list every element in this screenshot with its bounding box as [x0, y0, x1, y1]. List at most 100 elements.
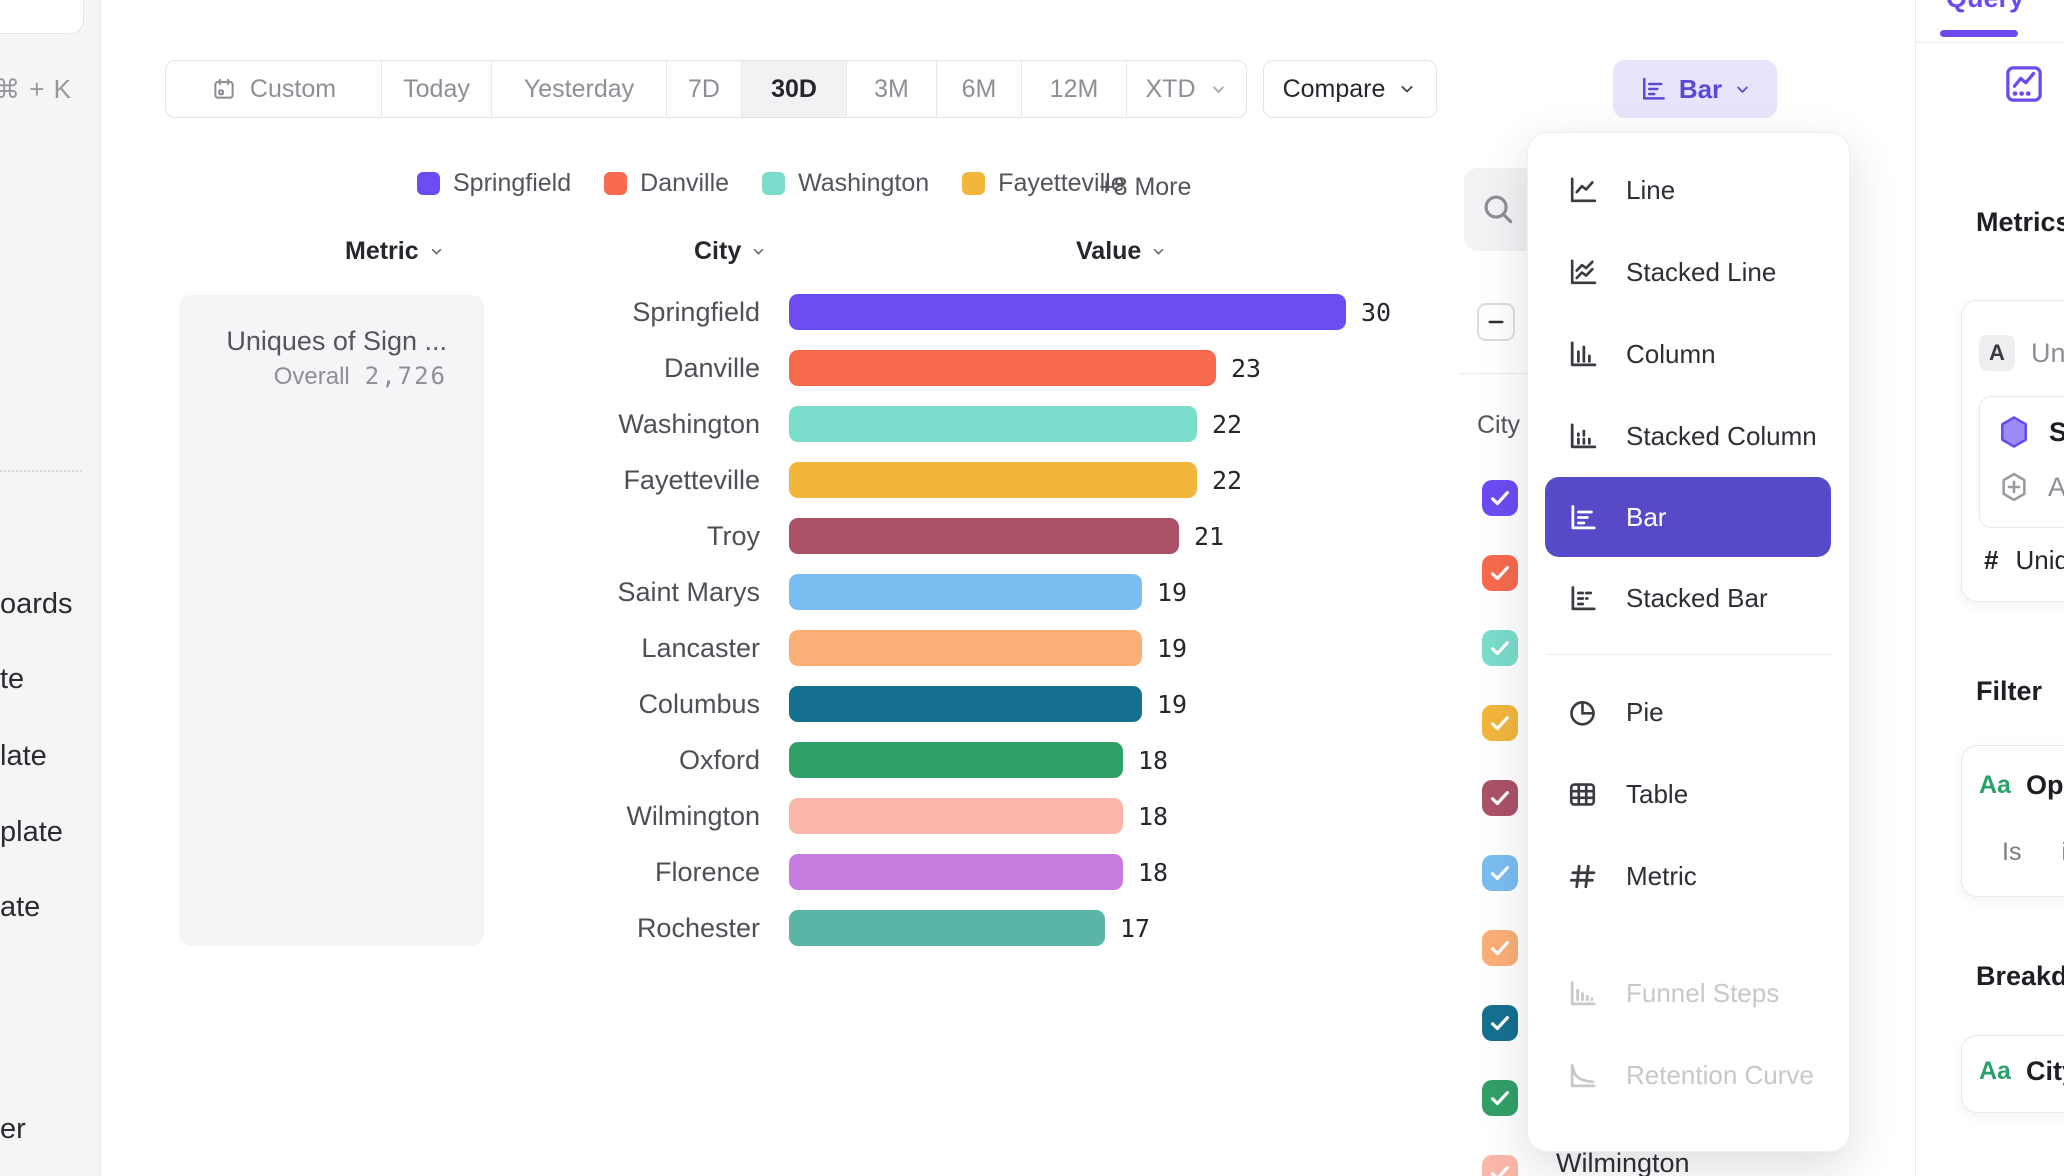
sidebar-item[interactable]: ate — [0, 891, 41, 923]
metric-panel[interactable]: Uniques of Sign ... Overall 2,726 — [179, 295, 484, 946]
series-row-label[interactable]: Wilmington — [1556, 1148, 1690, 1176]
menu-item-metric[interactable]: Metric — [1528, 835, 1849, 917]
add-row[interactable]: Ad — [1996, 469, 2064, 505]
legend-item-fayetteville[interactable]: Fayetteville — [962, 169, 1125, 198]
menu-item-table[interactable]: Table — [1528, 753, 1849, 835]
chart-row-lancaster: Lancaster 19 — [460, 620, 1391, 676]
breakdown-field-row[interactable]: Aa City — [1979, 1056, 2064, 1087]
bar[interactable] — [789, 686, 1142, 722]
tab-query[interactable]: Query — [1946, 0, 2024, 14]
date-range-7d[interactable]: 7D — [666, 61, 741, 117]
event-name: Uniq — [2031, 337, 2064, 368]
chart-type-button[interactable]: Bar — [1613, 60, 1777, 118]
legend-swatch — [604, 172, 628, 195]
menu-item-column[interactable]: Column — [1528, 313, 1849, 395]
series-checkbox[interactable] — [1482, 480, 1518, 516]
series-checkbox[interactable] — [1482, 855, 1518, 891]
bar[interactable] — [789, 518, 1179, 554]
chart-row-oxford: Oxford 18 — [460, 732, 1391, 788]
filter-card[interactable]: Aa Ope Is i — [1961, 745, 2064, 897]
compare-button[interactable]: Compare — [1263, 60, 1437, 118]
filter-operator-row[interactable]: Is i — [2002, 838, 2064, 867]
series-checkbox[interactable] — [1482, 930, 1518, 966]
bar-value: 19 — [1157, 577, 1188, 607]
legend-item-springfield[interactable]: Springfield — [417, 169, 571, 198]
sidebar-search-box[interactable] — [0, 0, 84, 34]
bar-chart-icon — [1638, 74, 1668, 104]
date-range-today[interactable]: Today — [381, 61, 491, 117]
signal-card[interactable]: Sig Ad — [1979, 396, 2064, 528]
date-range-6m[interactable]: 6M — [936, 61, 1021, 117]
bar[interactable] — [789, 574, 1142, 610]
column-header-metric[interactable]: Metric — [345, 237, 445, 266]
check-icon — [1487, 560, 1513, 586]
breakdown-card[interactable]: Aa City — [1961, 1035, 2064, 1113]
query-chart-icon[interactable] — [2002, 62, 2046, 106]
column-header-value[interactable]: Value — [1076, 237, 1167, 266]
series-checkbox[interactable] — [1482, 705, 1518, 741]
sidebar-item[interactable]: oards — [0, 588, 73, 620]
date-range-12m[interactable]: 12M — [1021, 61, 1126, 117]
column-chart-icon — [1566, 338, 1599, 371]
legend-swatch — [962, 172, 986, 195]
series-checkbox[interactable] — [1482, 630, 1518, 666]
menu-divider — [1546, 654, 1831, 655]
event-badge: A — [1979, 335, 2015, 371]
select-all-checkbox[interactable] — [1477, 303, 1515, 341]
sidebar-item[interactable]: te — [0, 663, 25, 695]
date-range-custom[interactable]: Custom — [166, 61, 381, 117]
series-checkbox[interactable] — [1482, 555, 1518, 591]
legend-item-danville[interactable]: Danville — [604, 169, 729, 198]
breakdown-heading: Breakdo — [1976, 961, 2064, 991]
series-checkbox[interactable] — [1482, 1080, 1518, 1116]
bar-label: Lancaster — [641, 632, 760, 663]
filter-field-row[interactable]: Aa Ope — [1979, 770, 2064, 801]
bar[interactable] — [789, 406, 1197, 442]
bar[interactable] — [789, 854, 1123, 890]
bar-label: Fayetteville — [623, 464, 760, 495]
bar-value: 22 — [1212, 409, 1243, 439]
sidebar-item[interactable]: plate — [0, 816, 63, 848]
bar[interactable] — [789, 462, 1197, 498]
bar[interactable] — [789, 630, 1142, 666]
bar[interactable] — [789, 742, 1123, 778]
date-range-xtd[interactable]: XTD — [1126, 61, 1246, 117]
sidebar-item[interactable]: er — [0, 1113, 26, 1145]
date-range-30d[interactable]: 30D — [741, 61, 846, 117]
series-checkbox[interactable] — [1482, 1005, 1518, 1041]
bar[interactable] — [789, 798, 1123, 834]
legend-more-button[interactable]: +8 More — [1099, 173, 1192, 201]
column-header-city[interactable]: City — [694, 237, 767, 266]
series-checkbox[interactable] — [1482, 780, 1518, 816]
event-row[interactable]: A Uniq — [1979, 335, 2064, 371]
menu-item-bar[interactable]: Bar — [1545, 477, 1831, 557]
bar-label: Wilmington — [626, 800, 760, 831]
menu-item-label: Stacked Line — [1626, 256, 1777, 287]
menu-item-stacked-bar[interactable]: Stacked Bar — [1528, 557, 1849, 639]
chart-row-wilmington: Wilmington 18 — [460, 788, 1391, 844]
measure-row[interactable]: # Uniqu — [1984, 545, 2064, 576]
bar[interactable] — [789, 910, 1105, 946]
bar-value: 18 — [1138, 801, 1169, 831]
menu-item-label: Bar — [1626, 501, 1667, 532]
menu-item-stacked-line[interactable]: Stacked Line — [1528, 231, 1849, 313]
bar-value: 19 — [1157, 689, 1188, 719]
signal-row[interactable]: Sig — [1995, 413, 2064, 451]
menu-item-line[interactable]: Line — [1528, 149, 1849, 231]
series-checkbox[interactable] — [1482, 1155, 1518, 1176]
date-range-yesterday[interactable]: Yesterday — [491, 61, 666, 117]
stacked-column-icon — [1566, 420, 1599, 453]
legend-item-washington[interactable]: Washington — [762, 169, 929, 198]
bar[interactable] — [789, 294, 1346, 330]
date-range-label: 6M — [961, 74, 997, 103]
menu-item-label: Stacked Column — [1626, 420, 1817, 451]
bar[interactable] — [789, 350, 1216, 386]
menu-item-stacked-column[interactable]: Stacked Column — [1528, 395, 1849, 477]
menu-item-pie[interactable]: Pie — [1528, 671, 1849, 753]
metrics-card[interactable]: A Uniq Sig Ad # Uniqu — [1961, 300, 2064, 602]
signal-label: Sig — [2049, 417, 2064, 448]
date-range-3m[interactable]: 3M — [846, 61, 936, 117]
sidebar-item[interactable]: late — [0, 740, 47, 772]
bar-label: Rochester — [636, 912, 760, 943]
query-panel: Query Metrics A Uniq Sig Ad # — [1915, 0, 2064, 1176]
